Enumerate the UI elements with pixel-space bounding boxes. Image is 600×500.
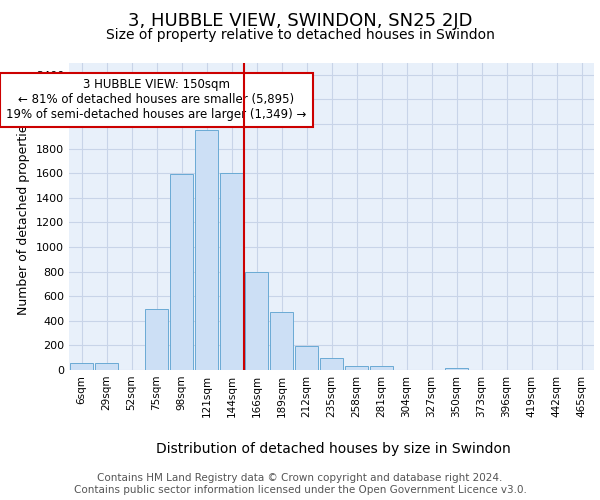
- Bar: [220, 173, 243, 370]
- Bar: [345, 366, 368, 370]
- Bar: [320, 358, 343, 370]
- Bar: [145, 308, 168, 370]
- Bar: [245, 272, 268, 370]
- Bar: [95, 363, 118, 370]
- Bar: [270, 312, 293, 370]
- Bar: [295, 346, 318, 370]
- Text: 3 HUBBLE VIEW: 150sqm
← 81% of detached houses are smaller (5,895)
19% of semi-d: 3 HUBBLE VIEW: 150sqm ← 81% of detached …: [7, 78, 307, 122]
- Bar: [195, 130, 218, 370]
- Bar: [170, 174, 193, 370]
- Bar: [70, 363, 93, 370]
- Bar: [370, 366, 393, 370]
- Text: Size of property relative to detached houses in Swindon: Size of property relative to detached ho…: [106, 28, 494, 42]
- Text: 3, HUBBLE VIEW, SWINDON, SN25 2JD: 3, HUBBLE VIEW, SWINDON, SN25 2JD: [128, 12, 472, 30]
- Text: Distribution of detached houses by size in Swindon: Distribution of detached houses by size …: [155, 442, 511, 456]
- Y-axis label: Number of detached properties: Number of detached properties: [17, 118, 31, 315]
- Text: Contains HM Land Registry data © Crown copyright and database right 2024.
Contai: Contains HM Land Registry data © Crown c…: [74, 474, 526, 495]
- Bar: [445, 368, 468, 370]
